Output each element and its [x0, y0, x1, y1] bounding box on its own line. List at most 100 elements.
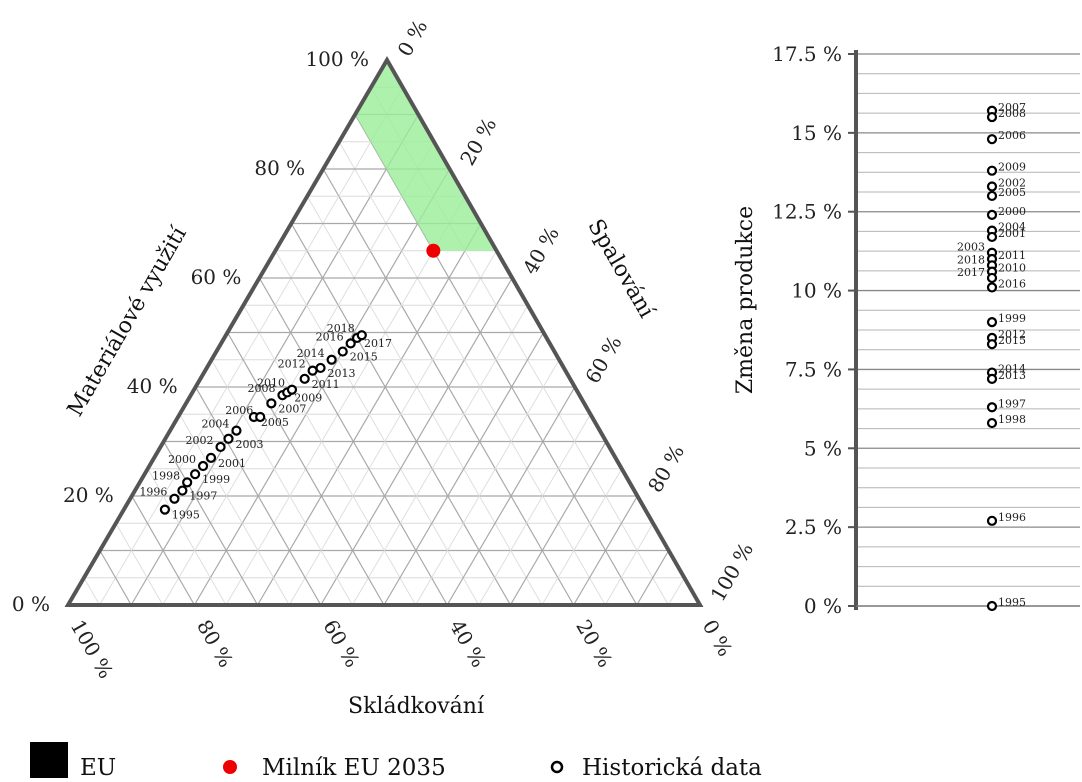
- change-point: [986, 402, 998, 413]
- ternary-year-label: 2011: [312, 378, 340, 391]
- legend-eu-label: EU: [80, 755, 116, 781]
- change-tick-label: 7.5 %: [785, 357, 842, 381]
- ternary-year-label: 2008: [247, 382, 275, 395]
- right-tick-label: 20 %: [455, 113, 501, 169]
- change-point: [986, 190, 998, 202]
- ternary-point: [197, 460, 209, 472]
- ternary-point: [177, 485, 188, 496]
- change-year-label: 2017: [957, 266, 985, 279]
- bottom-tick-label: 20 %: [571, 616, 617, 672]
- legend-eu-swatch: [30, 742, 68, 778]
- change-tick-label: 0 %: [804, 594, 842, 618]
- bottom-tick-label: 80 %: [192, 616, 238, 672]
- grid-line: [163, 441, 259, 606]
- change-point: [986, 282, 998, 293]
- left-tick-label: 100 %: [305, 47, 369, 71]
- change-point: [986, 417, 998, 429]
- legend-milestone-marker: [223, 760, 237, 774]
- change-year-label: 2008: [998, 107, 1026, 120]
- left-tick-label: 80 %: [254, 156, 305, 180]
- change-year-label: 2013: [998, 369, 1026, 382]
- change-year-label: 2001: [998, 227, 1026, 240]
- ternary-year-label: 2018: [327, 322, 355, 335]
- ternary-point: [223, 433, 234, 444]
- ternary-frame: [64, 56, 704, 607]
- ternary-year-label: 2001: [218, 457, 246, 470]
- milestone-point: [426, 243, 441, 258]
- change-year-label: 2003: [957, 241, 985, 254]
- change-axis: 0 % 2.5 % 5 % 7.5 % 10 % 12.5 % 15 % 17.5 %: [772, 42, 1080, 618]
- bottom-tick-label: 60 %: [318, 616, 364, 672]
- grid-line: [115, 523, 164, 606]
- ternary-year-label: 2009: [294, 391, 322, 404]
- ternary-year-label: 1999: [202, 473, 230, 486]
- change-tick-label: 10 %: [791, 279, 842, 303]
- ternary-year-label: 1997: [189, 490, 217, 503]
- legend: EU Milník EU 2035 Historická data: [30, 742, 762, 781]
- ternary-point: [190, 469, 201, 480]
- grid-line: [446, 386, 576, 606]
- grid-line: [225, 196, 466, 606]
- ternary-point: [315, 362, 326, 374]
- grid-line: [338, 141, 606, 606]
- grid-line: [478, 414, 591, 606]
- ternary-point: [326, 354, 337, 365]
- bottom-axis-title: Skládkování: [348, 694, 485, 719]
- ternary-year-label: 1998: [152, 469, 180, 482]
- grid-line: [99, 550, 132, 606]
- change-year-label: 1995: [998, 596, 1026, 609]
- legend-milestone-label: Milník EU 2035: [262, 755, 446, 781]
- ternary-year-label: 2006: [225, 404, 253, 417]
- change-year-label: 2016: [998, 277, 1026, 290]
- right-tick-label: 0 %: [393, 16, 433, 61]
- grid-line: [99, 87, 404, 606]
- grid-line: [131, 495, 195, 606]
- grid-line: [274, 250, 480, 606]
- ternary-grid: [83, 86, 685, 606]
- ternary-year-label: 2010: [257, 377, 285, 390]
- milestone-layer: [426, 243, 441, 258]
- ternary-points-layer: 1995 1996 1997 1998 1999 2000 2001 2002 2003 2004…: [139, 322, 392, 521]
- ternary-point: [345, 338, 356, 349]
- ternary-point: [337, 346, 348, 357]
- change-year-label: 2004: [998, 221, 1026, 234]
- change-point: [986, 165, 998, 176]
- grid-line: [162, 141, 435, 606]
- ternary-point: [286, 384, 298, 395]
- ternary-year-label: 2003: [235, 438, 263, 451]
- grid-line: [195, 386, 322, 606]
- grid-line: [211, 359, 353, 606]
- ternary-year-label: 2015: [350, 351, 378, 364]
- left-tick-label: 40 %: [127, 374, 178, 398]
- change-point: [986, 272, 998, 284]
- change-point: [986, 373, 998, 384]
- ternary-year-label: 2012: [278, 358, 306, 371]
- change-point: [986, 181, 998, 192]
- grid-line: [383, 332, 545, 606]
- change-point: [986, 209, 998, 220]
- change-tick-label: 17.5 %: [772, 42, 842, 66]
- change-tick-label: 2.5 %: [785, 515, 842, 539]
- right-tick-label: 100 %: [706, 538, 759, 605]
- change-year-label: 2006: [998, 129, 1026, 142]
- ternary-year-label: 2017: [364, 337, 392, 350]
- right-tick-label: 60 %: [580, 331, 626, 387]
- bottom-tick-label: 0 %: [698, 616, 738, 661]
- ternary-year-label: 2014: [297, 347, 325, 360]
- ternary-year-label: 2002: [186, 434, 214, 447]
- change-point: [986, 134, 998, 145]
- ternary-year-label: 1996: [139, 486, 167, 499]
- change-point: [986, 515, 998, 526]
- ternary-point: [307, 365, 318, 376]
- change-grid: [856, 53, 1080, 587]
- grid-line: [573, 495, 638, 606]
- ternary-point: [205, 452, 217, 463]
- change-point: [986, 600, 998, 612]
- grid-line: [636, 550, 670, 606]
- change-point: [986, 111, 998, 123]
- change-tick-label: 15 %: [791, 121, 842, 145]
- ternary-point: [266, 398, 277, 409]
- ternary-point: [299, 373, 310, 384]
- grid-line: [604, 523, 654, 606]
